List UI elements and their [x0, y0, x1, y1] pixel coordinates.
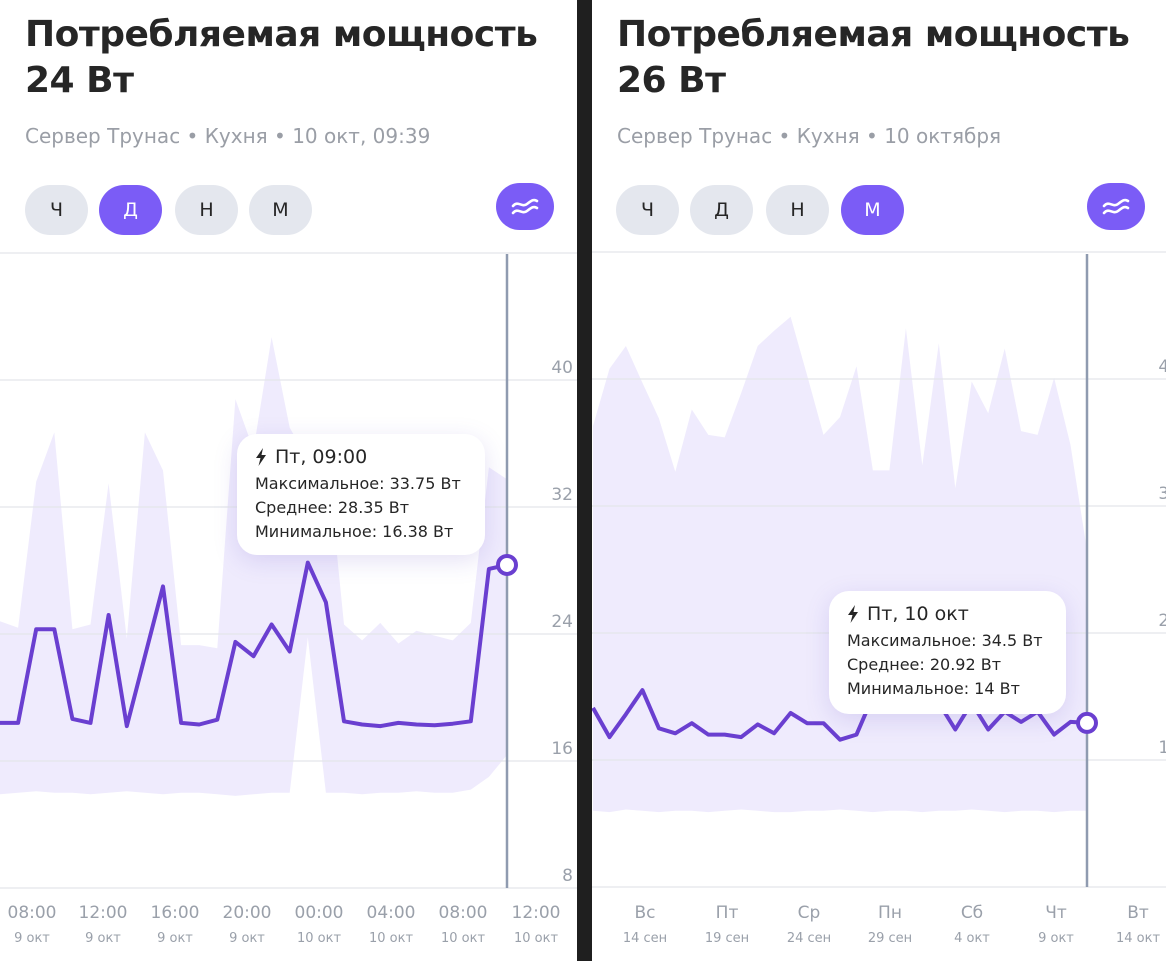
- x-tick-date: 24 сен: [786, 931, 832, 946]
- y-tick-label: 16: [551, 739, 573, 759]
- period-month-button[interactable]: М: [841, 185, 904, 235]
- power-chart-day[interactable]: [0, 0, 577, 961]
- x-tick-label: Вс 14 сен: [605, 903, 685, 949]
- x-tick-date: 9 окт: [229, 931, 265, 946]
- x-tick-label: 16:00 9 окт: [135, 903, 215, 949]
- x-tick-primary: Пт: [715, 903, 739, 923]
- x-tick-primary: 12:00: [78, 903, 128, 923]
- tooltip-title: Пт, 09:00: [275, 446, 368, 468]
- x-tick-label: 12:00 9 окт: [63, 903, 143, 949]
- lightning-icon: [256, 448, 266, 466]
- y-tick-label: 8: [1140, 865, 1166, 885]
- period-day-button[interactable]: Д: [690, 185, 753, 235]
- selected-point-marker[interactable]: [496, 553, 518, 576]
- power-chart-panel-day: Потребляемая мощность 24 Вт Сервер Трунас…: [0, 0, 577, 961]
- x-tick-date: 14 окт: [1115, 931, 1161, 946]
- x-tick-date: 19 сен: [704, 931, 750, 946]
- x-tick-date: 29 сен: [867, 931, 913, 946]
- x-tick-date: 10 окт: [368, 931, 414, 946]
- title-text: Потребляемая мощность: [25, 14, 538, 55]
- x-tick-label: Сб 4 окт: [932, 903, 1012, 949]
- period-week-button[interactable]: Н: [766, 185, 829, 235]
- period-day-button[interactable]: Д: [99, 185, 162, 235]
- x-tick-label: Чт 9 окт: [1016, 903, 1096, 949]
- x-tick-label: 08:00 9 окт: [0, 903, 72, 949]
- x-tick-label: Пт 19 сен: [687, 903, 767, 949]
- x-tick-primary: Вс: [634, 903, 656, 923]
- x-tick-date: 4 окт: [954, 931, 990, 946]
- chart-mode-toggle-button[interactable]: [496, 183, 554, 230]
- tooltip-min: Минимальное: 16.38 Вт: [255, 522, 454, 541]
- x-tick-primary: 00:00: [294, 903, 344, 923]
- x-tick-primary: 08:00: [7, 903, 57, 923]
- current-power-value: 24 Вт: [25, 60, 134, 101]
- power-chart-panel-month: Потребляемая мощность 26 Вт Сервер Трунас…: [592, 0, 1166, 961]
- title-text: Потребляемая мощность: [617, 14, 1130, 55]
- page-title: Потребляемая мощность 26 Вт: [617, 12, 1130, 104]
- x-tick-label: 04:00 10 окт: [351, 903, 431, 949]
- tooltip-avg: Среднее: 28.35 Вт: [255, 498, 410, 517]
- x-tick-label: Пн 29 сен: [850, 903, 930, 949]
- lightning-icon: [848, 605, 858, 623]
- y-tick-label: 24: [551, 612, 573, 632]
- tooltip-max: Максимальное: 34.5 Вт: [847, 631, 1043, 650]
- period-hour-button[interactable]: Ч: [616, 185, 679, 235]
- y-tick-label: 18: [1158, 738, 1166, 758]
- tooltip-min: Минимальное: 14 Вт: [847, 679, 1020, 698]
- x-tick-primary: 20:00: [222, 903, 272, 923]
- chart-tooltip: Пт, 09:00 Максимальное: 33.75 Вт Среднее…: [237, 434, 485, 555]
- device-subtitle: Сервер Трунас • Кухня • 10 окт, 09:39: [25, 124, 431, 148]
- x-tick-date: 10 окт: [513, 931, 559, 946]
- x-tick-label: 08:00 10 окт: [423, 903, 503, 949]
- wave-approx-icon: [511, 198, 539, 214]
- x-tick-date: 9 окт: [85, 931, 121, 946]
- y-tick-label: 28: [1158, 611, 1166, 631]
- x-tick-date: 9 окт: [1038, 931, 1074, 946]
- x-tick-label: 12:00 10 окт: [496, 903, 576, 949]
- x-tick-date: 14 сен: [622, 931, 668, 946]
- tooltip-title: Пт, 10 окт: [867, 603, 969, 625]
- current-power-value: 26 Вт: [617, 60, 726, 101]
- y-tick-label: 32: [551, 485, 573, 505]
- x-tick-date: 10 окт: [296, 931, 342, 946]
- x-tick-primary: 04:00: [366, 903, 416, 923]
- x-tick-primary: Ср: [797, 903, 821, 923]
- x-tick-primary: Сб: [960, 903, 984, 923]
- device-subtitle: Сервер Трунас • Кухня • 10 октября: [617, 124, 1002, 148]
- average-power-line: [0, 560, 508, 729]
- period-month-button[interactable]: М: [249, 185, 312, 235]
- x-tick-primary: 12:00: [511, 903, 561, 923]
- x-tick-primary: Пн: [878, 903, 902, 923]
- y-tick-label: 38: [1158, 484, 1166, 504]
- x-tick-label: Ср 24 сен: [769, 903, 849, 949]
- x-tick-primary: Вт: [1127, 903, 1149, 923]
- x-tick-label: 00:00 10 окт: [279, 903, 359, 949]
- page-title: Потребляемая мощность 24 Вт: [25, 12, 538, 104]
- x-tick-date: 9 окт: [14, 931, 50, 946]
- x-tick-primary: Чт: [1045, 903, 1067, 923]
- min-max-band: [0, 337, 507, 796]
- chart-mode-toggle-button[interactable]: [1087, 183, 1145, 230]
- tooltip-max: Максимальное: 33.75 Вт: [255, 474, 461, 493]
- x-tick-label: Вт 14 окт: [1098, 903, 1166, 949]
- y-tick-label: 48: [1158, 357, 1166, 377]
- x-tick-date: 9 окт: [157, 931, 193, 946]
- chart-tooltip: Пт, 10 окт Максимальное: 34.5 Вт Среднее…: [829, 591, 1066, 714]
- period-week-button[interactable]: Н: [175, 185, 238, 235]
- x-tick-date: 10 окт: [440, 931, 486, 946]
- selected-point-marker[interactable]: [1076, 711, 1098, 734]
- x-tick-primary: 16:00: [150, 903, 200, 923]
- x-tick-primary: 08:00: [438, 903, 488, 923]
- wave-approx-icon: [1102, 198, 1130, 214]
- y-tick-label: 8: [562, 866, 573, 886]
- x-tick-label: 20:00 9 окт: [207, 903, 287, 949]
- period-hour-button[interactable]: Ч: [25, 185, 88, 235]
- y-tick-label: 40: [551, 358, 573, 378]
- tooltip-avg: Среднее: 20.92 Вт: [847, 655, 1002, 674]
